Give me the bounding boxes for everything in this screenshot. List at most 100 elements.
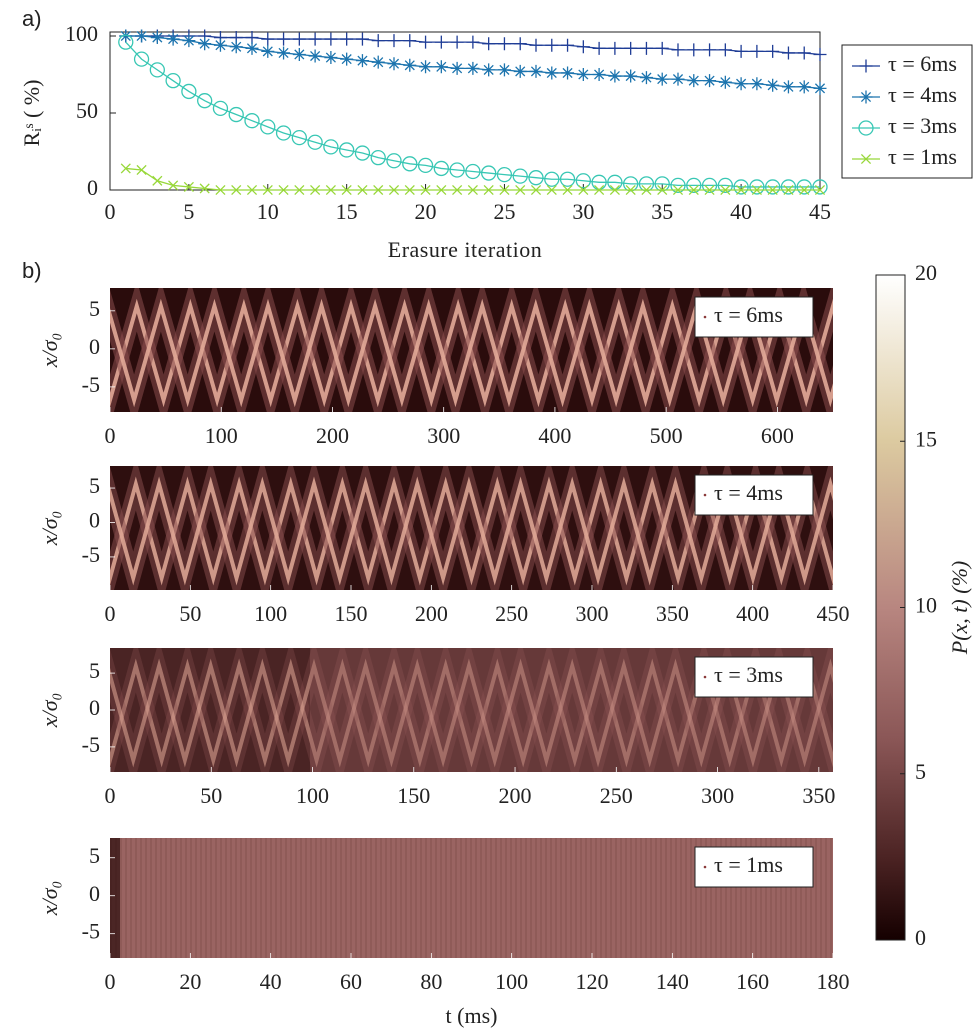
x-tick-label: 0	[105, 783, 116, 808]
x-tick-label: 160	[736, 969, 769, 994]
x-tick-label: 300	[576, 601, 609, 626]
x-tick-label: 40	[730, 199, 752, 224]
heatmap-stripe	[675, 838, 677, 958]
y-tick-label: -5	[82, 542, 100, 567]
heatmap-stripe	[755, 838, 757, 958]
marker	[291, 129, 307, 146]
heatmap-stripe	[335, 838, 337, 958]
marker	[496, 166, 513, 183]
marker	[481, 165, 497, 181]
y-tick-label: -5	[82, 919, 100, 944]
colorbar-tick-label: 5	[915, 759, 926, 784]
marker	[278, 184, 289, 196]
heatmap-stripe	[585, 838, 587, 958]
heatmap-stripe	[165, 838, 167, 958]
legend-label: τ = 3ms	[888, 113, 957, 138]
heatmap-stripe	[665, 838, 667, 958]
marker	[813, 47, 827, 61]
marker	[466, 61, 480, 75]
legend-box	[694, 296, 814, 338]
marker	[340, 32, 354, 46]
heatmap-stripe	[715, 838, 717, 958]
heatmap-stripe	[695, 838, 697, 958]
marker	[609, 184, 620, 196]
heatmap-stripe	[160, 838, 162, 958]
y-tick-label: 5	[89, 843, 100, 868]
x-tick-label: 250	[495, 601, 528, 626]
x-tick-label: 50	[179, 601, 201, 626]
heatmap-stripe	[655, 838, 657, 958]
y-tick-label: 100	[65, 21, 98, 46]
heatmap-stripe	[680, 838, 682, 958]
heatmap-stripe	[820, 838, 822, 958]
marker	[229, 40, 243, 54]
y-tick-label: 0	[89, 695, 100, 720]
marker	[354, 145, 371, 161]
heatmap-stripe	[560, 838, 562, 958]
x-tick-label: 45	[809, 199, 831, 224]
marker	[150, 31, 164, 45]
heatmap-stripe	[210, 838, 212, 958]
heatmap-stripe	[375, 838, 377, 958]
heatmap-stripe	[520, 838, 522, 958]
heatmap-stripe	[770, 838, 772, 958]
marker	[608, 41, 622, 55]
marker	[546, 184, 557, 196]
marker	[513, 37, 527, 51]
x-tick-label: 300	[701, 783, 734, 808]
marker	[419, 35, 433, 49]
marker	[562, 184, 573, 196]
marker	[687, 43, 701, 57]
heatmap-stripe	[195, 838, 197, 958]
y-tick-label: 50	[76, 98, 98, 123]
marker	[168, 180, 179, 191]
heatmap-stripe	[595, 838, 597, 958]
heatmap-stripe	[140, 838, 142, 958]
x-tick-label: 100	[205, 423, 238, 448]
heatmap-stripe	[440, 838, 442, 958]
x-tick-label: 0	[105, 969, 116, 994]
heatmap-stripe	[515, 838, 517, 958]
heatmap-stripe	[265, 838, 267, 958]
heatmap-stripe	[200, 838, 202, 958]
legend-marker	[859, 59, 873, 73]
x-tick-label: 180	[817, 969, 850, 994]
heatmap-stripe	[365, 838, 367, 958]
x-tick-label: 20	[179, 969, 201, 994]
marker	[592, 41, 606, 55]
marker	[799, 184, 810, 196]
marker	[780, 179, 797, 195]
marker	[149, 62, 165, 78]
marker	[781, 80, 795, 94]
heatmap-stripe	[735, 838, 737, 958]
marker	[231, 184, 242, 196]
y-axis-label: x/σ₀	[37, 693, 62, 728]
x-tick-label: 140	[656, 969, 689, 994]
heatmap-stripe	[410, 838, 412, 958]
x-tick-label: 120	[576, 969, 609, 994]
marker	[781, 46, 795, 60]
marker	[701, 177, 718, 194]
heatmap-stripe	[285, 838, 287, 958]
heatmap-stripe	[530, 838, 532, 958]
heatmap-stripe	[330, 838, 332, 958]
marker	[529, 64, 543, 78]
heatmap-stripe	[235, 838, 237, 958]
x-tick-label: 80	[420, 969, 442, 994]
marker	[766, 78, 780, 92]
legend-box	[694, 474, 814, 516]
heatmap-stripe	[320, 838, 322, 958]
heatmap-stripe	[345, 838, 347, 958]
heatmap-dark	[110, 838, 120, 958]
heatmap-stripe	[505, 838, 507, 958]
heatmap-stripe	[765, 838, 767, 958]
heatmap-stripe	[190, 838, 192, 958]
marker	[813, 81, 827, 95]
marker	[417, 157, 434, 174]
marker	[436, 184, 447, 196]
heatmap-stripe	[660, 838, 662, 958]
heatmap-stripe	[705, 838, 707, 958]
marker	[733, 179, 749, 195]
heatmap-stripe	[580, 838, 582, 958]
marker	[797, 80, 811, 94]
